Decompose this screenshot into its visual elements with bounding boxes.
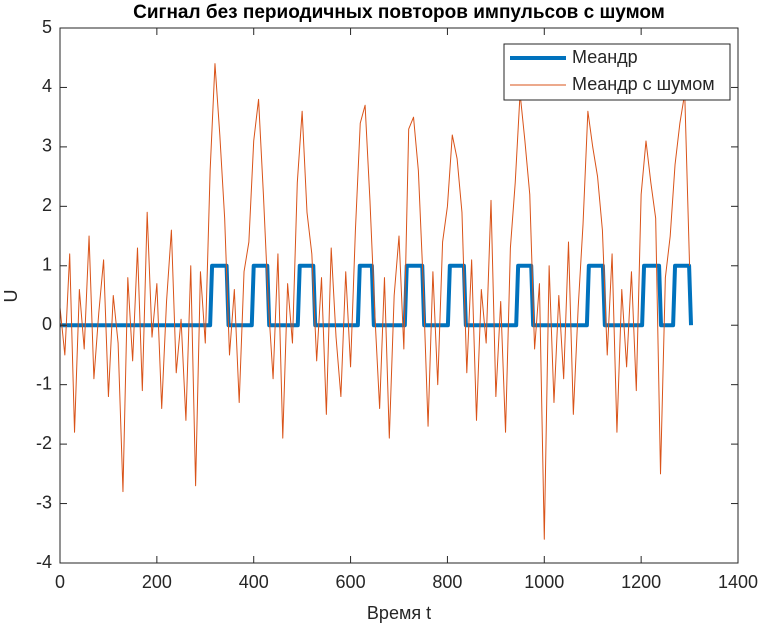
x-tick-label: 600 xyxy=(336,572,366,592)
y-tick-label: -2 xyxy=(36,433,52,453)
y-tick-label: 4 xyxy=(42,76,52,96)
x-tick-label: 1000 xyxy=(524,572,564,592)
y-tick-label: 1 xyxy=(42,255,52,275)
legend-label: Меандр xyxy=(572,47,638,67)
plot-frame xyxy=(59,27,739,564)
legend-label: Меандр с шумом xyxy=(572,74,715,94)
y-tick-label: 3 xyxy=(42,136,52,156)
series-line xyxy=(60,63,691,540)
x-tick-label: 0 xyxy=(55,572,65,592)
x-tick-label: 400 xyxy=(239,572,269,592)
x-tick-label: 200 xyxy=(142,572,172,592)
legend-box xyxy=(503,43,731,101)
y-axis-label: U xyxy=(1,290,21,303)
y-tick-label: -1 xyxy=(36,373,52,393)
x-tick-label: 800 xyxy=(432,572,462,592)
x-axis-label: Время t xyxy=(367,603,431,623)
y-tick-label: -3 xyxy=(36,492,52,512)
y-tick-label: 2 xyxy=(42,195,52,215)
chart-title: Сигнал без периодичных повторов импульсо… xyxy=(133,2,665,23)
x-tick-label: 1400 xyxy=(718,572,758,592)
y-tick-label: 5 xyxy=(42,17,52,37)
y-tick-label: -4 xyxy=(36,552,52,572)
x-tick-label: 1200 xyxy=(621,572,661,592)
y-tick-label: 0 xyxy=(42,314,52,334)
